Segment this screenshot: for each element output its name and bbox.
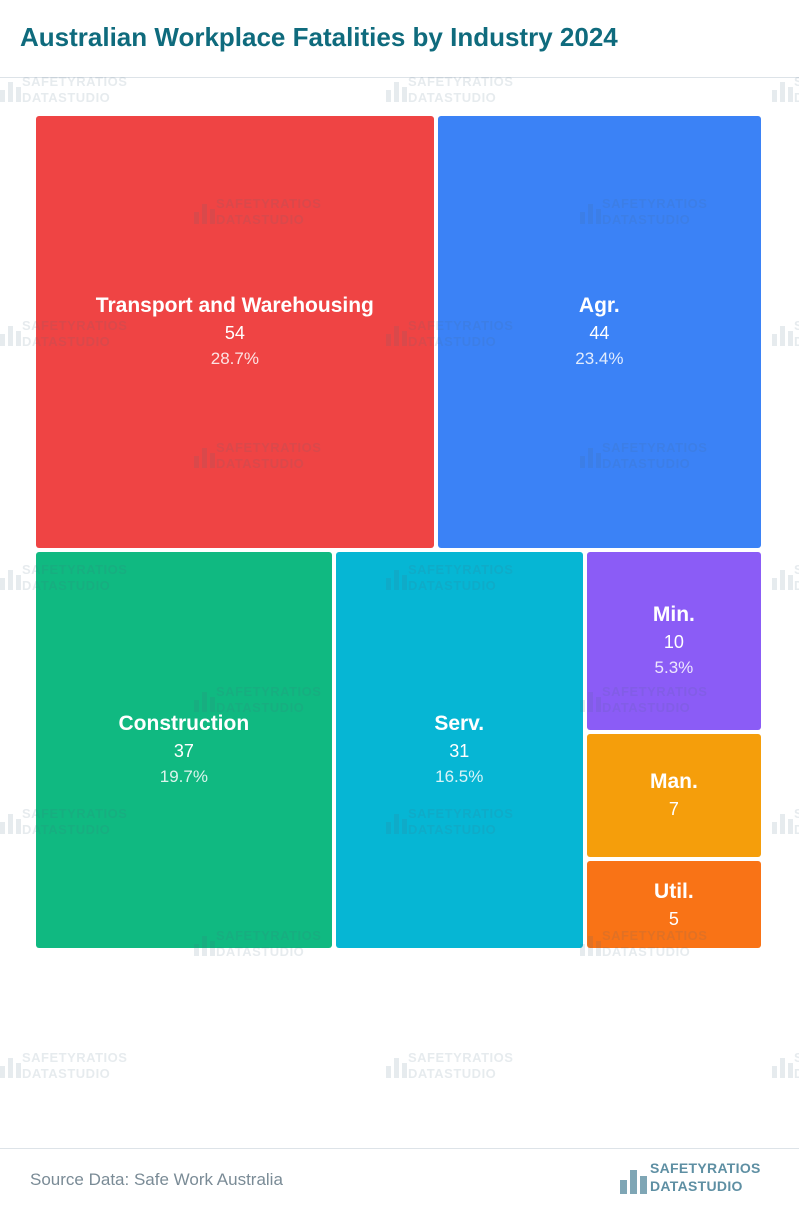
brand-name-line2: DATASTUDIO [650, 1178, 743, 1194]
bar-chart-icon [620, 1166, 650, 1194]
brand-name-line1: SAFETYRATIOS [650, 1160, 761, 1176]
treemap-tile-construction[interactable]: Construction 37 19.7% [36, 551, 332, 948]
tile-label: Construction [118, 711, 250, 735]
tile-value: 5 [668, 908, 679, 929]
treemap-tile-util[interactable]: Util. 5 [586, 861, 761, 948]
tile-percent: 16.5% [435, 766, 484, 786]
tile-label: Man. [649, 770, 698, 794]
tile-label: Serv. [434, 711, 485, 735]
tile-value: 44 [589, 322, 610, 343]
treemap-tile-transport-and-warehousing[interactable]: Transport and Warehousing 54 28.7% [36, 116, 434, 548]
tile-percent: 19.7% [159, 766, 208, 786]
brand-logo: SAFETYRATIOS DATASTUDIO [620, 1160, 790, 1196]
source-note: Source Data: Safe Work Australia [30, 1170, 283, 1189]
treemap-tile-agr[interactable]: Agr. 44 23.4% [437, 116, 761, 548]
tile-value: 10 [663, 631, 684, 652]
tile-value: 54 [224, 322, 245, 343]
treemap-tile-min[interactable]: Min. 10 5.3% [586, 551, 761, 730]
tile-value: 31 [449, 740, 470, 761]
tile-percent: 23.4% [575, 348, 624, 368]
tile-percent: 5.3% [654, 657, 694, 677]
treemap-tile-man[interactable]: Man. 7 [586, 733, 761, 858]
tile-percent: 28.7% [210, 348, 259, 368]
treemap-tile-serv[interactable]: Serv. 31 16.5% [335, 551, 583, 948]
tile-label: Min. [652, 602, 695, 626]
header-divider [0, 77, 799, 78]
tile-value: 7 [668, 799, 679, 820]
tile-label: Util. [654, 879, 694, 903]
footer-divider [0, 1148, 799, 1149]
tile-value: 37 [173, 740, 194, 761]
page-title: Australian Workplace Fatalities by Indus… [20, 22, 618, 52]
tile-label: Transport and Warehousing [95, 293, 374, 317]
tile-label: Agr. [578, 293, 620, 317]
